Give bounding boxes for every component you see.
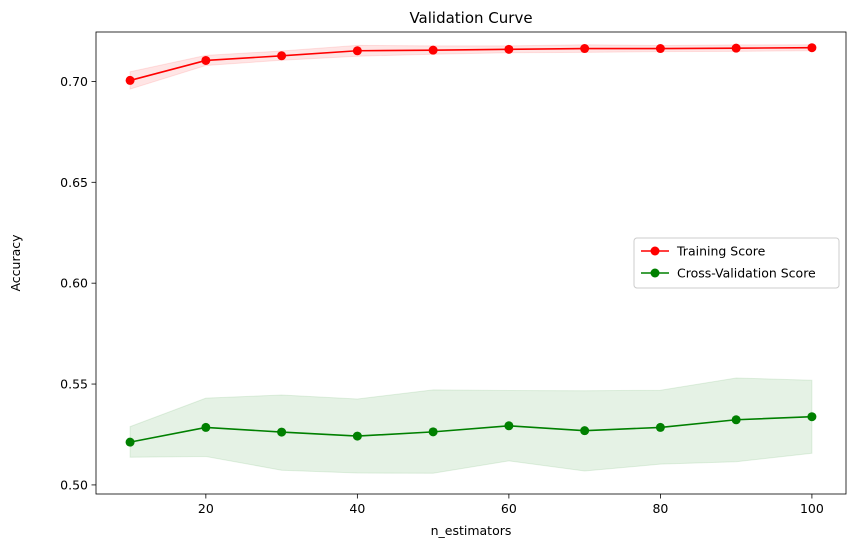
training-score-point xyxy=(201,55,211,65)
cross-validation-score-point xyxy=(807,412,817,422)
legend-label-training-score: Training Score xyxy=(676,244,766,259)
legend-box xyxy=(633,237,840,289)
x-tick-label: 20 xyxy=(198,501,214,516)
x-tick-label: 60 xyxy=(501,501,517,516)
legend-marker-training-score xyxy=(650,246,660,256)
training-score-point xyxy=(655,44,665,54)
training-score-point xyxy=(807,43,817,53)
plot-frame xyxy=(95,31,847,495)
training-score-point xyxy=(504,44,514,54)
y-axis-label: Accuracy xyxy=(8,234,23,292)
training-score-point xyxy=(277,51,287,61)
cross-validation-score-point xyxy=(125,437,135,447)
training-score-point xyxy=(731,43,741,53)
cross-validation-score-point xyxy=(580,426,590,436)
x-axis-ticks: 20 40 60 80 100 xyxy=(198,494,824,516)
training-score-line xyxy=(129,46,812,82)
y-tick-label: 0.55 xyxy=(60,377,88,392)
y-tick-label: 0.60 xyxy=(60,276,88,291)
training-score-point xyxy=(428,45,438,55)
legend: Training Score Cross-Validation Score xyxy=(633,237,840,289)
cross-validation-score-point xyxy=(428,427,438,437)
cross-validation-score-point xyxy=(352,431,362,441)
chart-title: Validation Curve xyxy=(409,9,532,27)
training-score-point xyxy=(580,44,590,54)
cross-validation-score-line xyxy=(129,415,812,443)
x-tick-label: 80 xyxy=(652,501,668,516)
series-markers xyxy=(125,43,817,447)
legend-label-cross-validation-score: Cross-Validation Score xyxy=(677,266,816,281)
cross-validation-score-point xyxy=(504,421,514,431)
x-axis-label: n_estimators xyxy=(431,523,512,538)
series-lines xyxy=(129,46,812,443)
training-score-point xyxy=(352,46,362,56)
y-axis-ticks: 0.50 0.55 0.60 0.65 0.70 xyxy=(60,74,96,492)
cross-validation-score-point xyxy=(277,427,287,437)
training-score-band xyxy=(129,44,813,90)
x-tick-label: 100 xyxy=(800,501,824,516)
legend-marker-cross-validation-score xyxy=(650,268,660,278)
cross-validation-score-point xyxy=(655,422,665,432)
y-tick-label: 0.70 xyxy=(60,74,88,89)
y-tick-label: 0.65 xyxy=(60,175,88,190)
y-tick-label: 0.50 xyxy=(60,477,88,492)
cross-validation-score-point xyxy=(201,422,211,432)
training-score-point xyxy=(125,75,135,85)
cross-validation-score-band xyxy=(129,377,813,474)
x-tick-label: 40 xyxy=(349,501,365,516)
cross-validation-score-point xyxy=(731,415,741,425)
